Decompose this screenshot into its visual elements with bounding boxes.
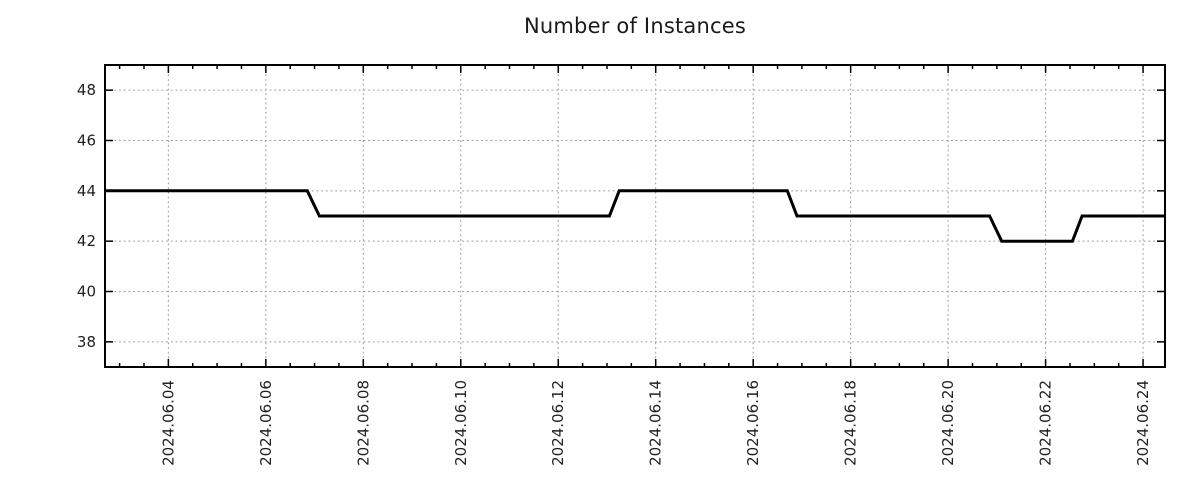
x-tick-label: 2024.06.10 (452, 380, 470, 466)
chart-title: Number of Instances (523, 14, 746, 38)
x-tick-label: 2024.06.20 (939, 380, 957, 466)
y-tick-label: 48 (77, 81, 96, 99)
y-tick-label: 42 (77, 232, 96, 250)
plot-border (104, 64, 1166, 368)
x-tick-label: 2024.06.08 (354, 380, 372, 466)
x-tick-label: 2024.06.16 (744, 380, 762, 466)
y-tick-label: 40 (77, 283, 96, 301)
y-tick-label: 46 (77, 132, 96, 150)
x-tick-label: 2024.06.22 (1037, 380, 1055, 466)
x-tick-label: 2024.06.24 (1134, 380, 1152, 466)
series-line-instances (105, 189, 1165, 243)
x-tick-label: 2024.06.04 (159, 380, 177, 466)
x-tick-label: 2024.06.14 (647, 380, 665, 466)
y-tick-label: 38 (77, 333, 96, 351)
x-tick-label: 2024.06.12 (549, 380, 567, 466)
x-tick-label: 2024.06.18 (842, 380, 860, 466)
x-tick-label: 2024.06.06 (257, 380, 275, 466)
y-tick-label: 44 (77, 182, 96, 200)
